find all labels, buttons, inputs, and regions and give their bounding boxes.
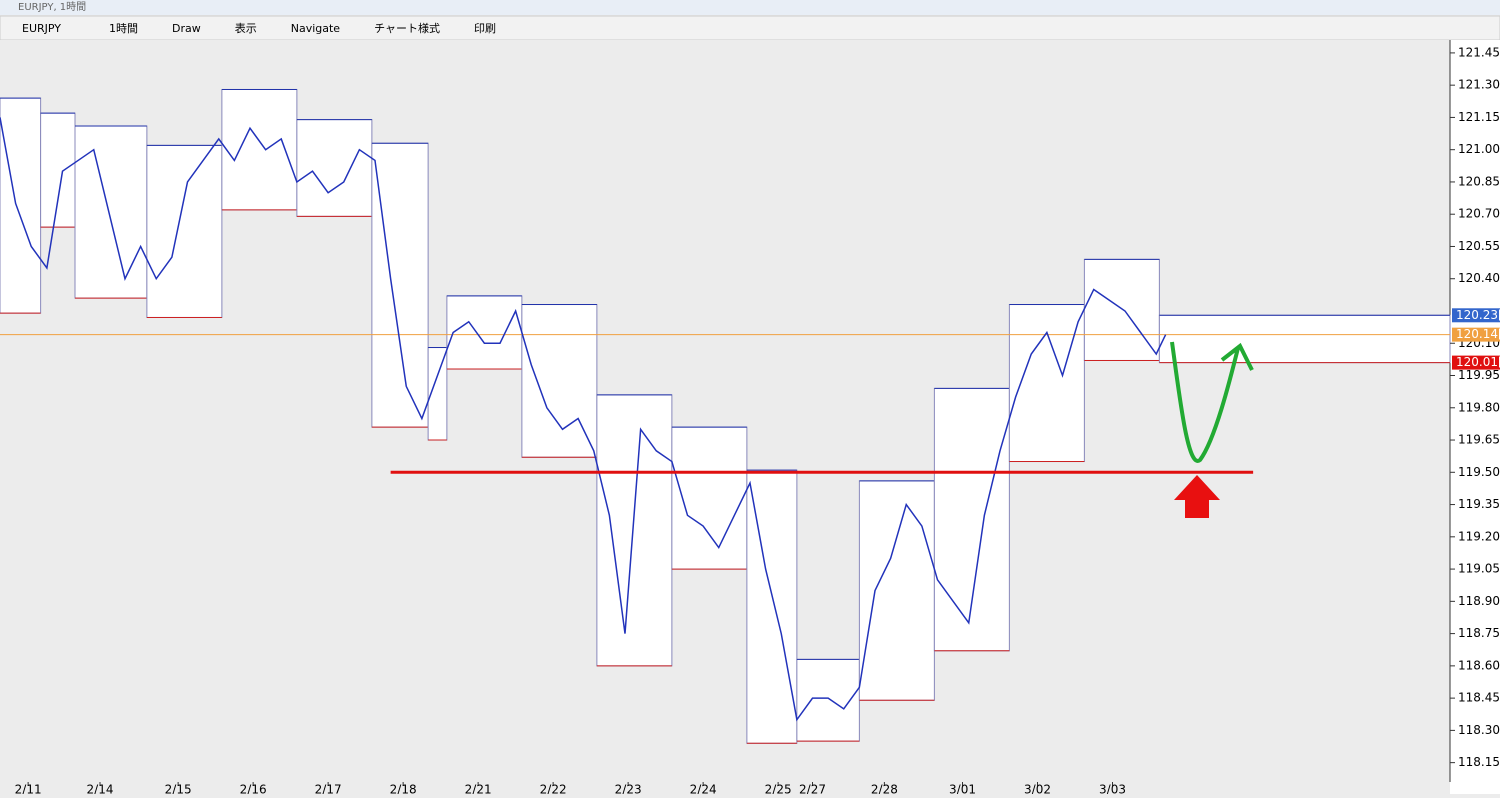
- x-tick-label: 2/17: [315, 783, 342, 795]
- toolbar-item[interactable]: Draw: [172, 22, 201, 35]
- y-tick-label: 120.70[0: [1458, 207, 1500, 221]
- y-tick-label: 121.45[0: [1458, 45, 1500, 59]
- range-box: [0, 97, 42, 314]
- x-tick-label: 2/18: [390, 783, 417, 795]
- y-tick-label: 119.20[0: [1458, 529, 1500, 543]
- x-tick-label: 2/28: [871, 783, 898, 795]
- price-tag-label: 120.01[: [1456, 355, 1500, 369]
- price-tag: [1452, 308, 1500, 323]
- x-tick-label: 2/14: [87, 783, 114, 795]
- y-tick-label: 120.55[0: [1458, 239, 1500, 253]
- range-box: [1008, 304, 1085, 463]
- toolbar-item[interactable]: EURJPY: [22, 22, 61, 35]
- y-tick-label: 119.65[0: [1458, 433, 1500, 447]
- x-tick-label: 2/22: [540, 783, 567, 795]
- price-axis: [1450, 40, 1500, 794]
- range-box: [858, 480, 935, 701]
- x-tick-label: 2/23: [615, 783, 642, 795]
- x-tick-label: 3/02: [1024, 783, 1051, 795]
- drawn-arrow: [1170, 341, 1254, 463]
- price-tag: [1452, 355, 1500, 370]
- x-tick-label: 2/27: [799, 783, 826, 795]
- up-arrow: [1174, 475, 1220, 518]
- range-box: [40, 112, 76, 228]
- toolbar-item[interactable]: 表示: [235, 21, 257, 35]
- toolbar-item[interactable]: Navigate: [291, 22, 341, 35]
- y-tick-label: 120.40[0: [1458, 271, 1500, 285]
- range-box: [796, 658, 860, 742]
- range-box: [933, 387, 1010, 652]
- y-tick-label: 119.05[0: [1458, 562, 1500, 576]
- toolbar-item[interactable]: チャート様式: [374, 21, 440, 35]
- y-tick-label: 119.80[0: [1458, 400, 1500, 414]
- x-tick-label: 3/01: [949, 783, 976, 795]
- range-box: [446, 295, 523, 370]
- title-bar: [0, 0, 1500, 15]
- x-tick-label: 2/21: [465, 783, 492, 795]
- y-tick-label: 118.15[0: [1458, 755, 1500, 769]
- y-tick-label: 118.75[0: [1458, 626, 1500, 640]
- y-tick-label: 119.50[0: [1458, 465, 1500, 479]
- x-tick-label: 2/11: [15, 783, 42, 795]
- x-tick-label: 2/16: [240, 783, 267, 795]
- toolbar: [0, 15, 1500, 41]
- range-box: [371, 142, 429, 428]
- range-box: [596, 394, 673, 667]
- y-tick-label: 119.35[0: [1458, 497, 1500, 511]
- toolbar-item[interactable]: 印刷: [474, 22, 496, 35]
- window-title: EURJPY, 1時間: [18, 1, 86, 13]
- y-tick-label: 120.85[0: [1458, 174, 1500, 188]
- y-tick-label: 118.30[0: [1458, 723, 1500, 737]
- range-box: [146, 144, 223, 318]
- range-box: [1158, 314, 1451, 364]
- range-box: [1083, 258, 1160, 361]
- y-tick-label: 121.15[0: [1458, 110, 1500, 124]
- range-box: [296, 119, 373, 217]
- y-tick-label: 121.00[0: [1458, 142, 1500, 156]
- x-tick-label: 3/03: [1099, 783, 1126, 795]
- y-tick-label: 121.30[0: [1458, 78, 1500, 92]
- price-series: [0, 117, 1167, 722]
- price-tag-label: 120.14[: [1456, 327, 1500, 341]
- x-tick-label: 2/15: [165, 783, 192, 795]
- y-tick-label: 119.95[0: [1458, 368, 1500, 382]
- x-tick-label: 2/24: [690, 783, 717, 795]
- toolbar-item[interactable]: 1時間: [109, 22, 138, 35]
- price-tag-label: 120.23[: [1456, 308, 1500, 322]
- x-tick-label: 2/25: [765, 783, 792, 795]
- y-tick-label: 118.60[0: [1458, 658, 1500, 672]
- y-tick-label: 118.45[0: [1458, 691, 1500, 705]
- range-box: [74, 125, 148, 299]
- price-tag: [1452, 327, 1500, 342]
- y-tick-label: 118.90[0: [1458, 594, 1500, 608]
